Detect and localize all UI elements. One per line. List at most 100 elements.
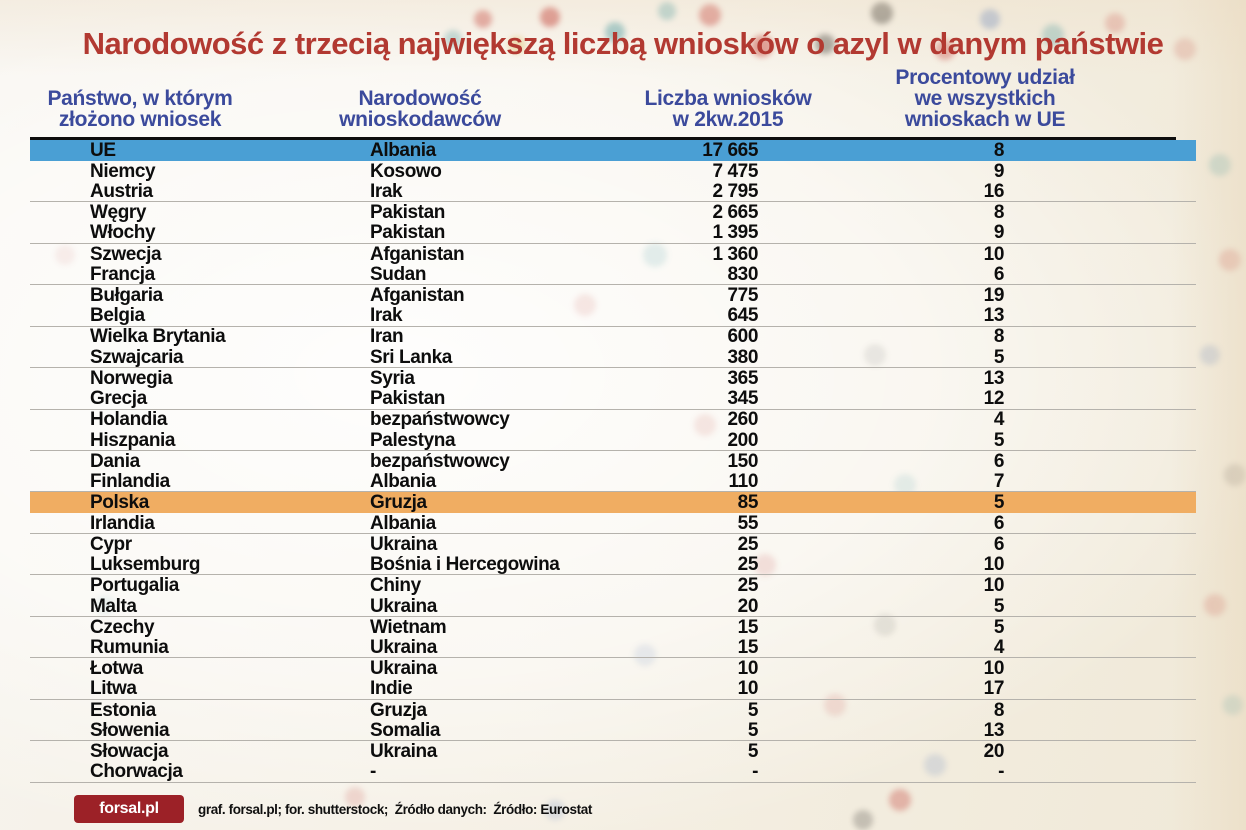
cell-share: 16	[983, 180, 1005, 202]
cell-country: Grecja	[90, 388, 147, 410]
cell-share: 13	[983, 305, 1005, 327]
cell-country: Bułgaria	[90, 285, 163, 306]
cell-count: 1 395	[712, 222, 758, 244]
cell-country: Wielka Brytania	[90, 326, 226, 348]
cell-count: 380	[727, 346, 758, 368]
cell-count: 10	[737, 678, 759, 700]
cell-nationality: Afganistan	[370, 243, 465, 265]
cell-nationality: Ukraina	[370, 741, 437, 763]
table-row: Węgry Pakistan 2 665 8	[30, 202, 1196, 223]
table-row: Austria Irak 2 795 16	[30, 180, 1196, 203]
cell-country: Słowacja	[90, 741, 169, 763]
table-row: Portugalia Chiny 25 10	[30, 575, 1196, 596]
cell-nationality: -	[370, 761, 376, 783]
cell-nationality: bezpaństwowcy	[370, 450, 510, 472]
table-row: Wielka Brytania Iran 600 8	[30, 327, 1196, 348]
table-row: Niemcy Kosowo 7 475 9	[30, 161, 1196, 182]
cell-share: 6	[993, 533, 1005, 555]
cell-count: 345	[727, 388, 758, 410]
cell-country: Łotwa	[90, 658, 143, 680]
table-row: Łotwa Ukraina 10 10	[30, 658, 1196, 679]
cell-nationality: Palestyna	[370, 429, 456, 451]
cell-country: Słowenia	[90, 719, 170, 741]
cell-nationality: Pakistan	[370, 202, 445, 224]
cell-nationality: Irak	[370, 180, 403, 202]
table-row: Dania bezpaństwowcy 150 6	[30, 451, 1196, 472]
cell-country: Czechy	[90, 616, 155, 638]
table-row: Belgia Irak 645 13	[30, 306, 1196, 327]
cell-country: Litwa	[90, 678, 137, 700]
forsal-logo: forsal.pl	[74, 795, 184, 823]
table-row: Cypr Ukraina 25 6	[30, 534, 1196, 555]
cell-nationality: Ukraina	[370, 595, 437, 617]
cell-share: 17	[983, 678, 1005, 700]
cell-nationality: Indie	[370, 678, 413, 700]
cell-country: Finlandia	[90, 471, 170, 493]
cell-count: 5	[747, 719, 759, 741]
cell-share: 6	[993, 450, 1005, 472]
footer: forsal.pl graf. forsal.pl; for. shutters…	[74, 795, 592, 823]
cell-count: 830	[727, 263, 758, 285]
table-row: Holandia bezpaństwowcy 260 4	[30, 410, 1196, 431]
cell-country: Norwegia	[90, 367, 173, 389]
cell-nationality: Afganistan	[370, 285, 465, 306]
cell-count: 260	[727, 409, 758, 431]
cell-country: Polska	[90, 492, 149, 514]
cell-share: 8	[993, 326, 1005, 348]
cell-count: 85	[737, 492, 759, 514]
cell-share: -	[998, 761, 1004, 783]
cell-nationality: Sri Lanka	[370, 346, 452, 368]
table-row: Estonia Gruzja 5 8	[30, 700, 1196, 721]
cell-country: Szwecja	[90, 243, 162, 265]
cell-country: Portugalia	[90, 575, 179, 597]
cell-count: 10	[737, 658, 759, 680]
cell-share: 5	[993, 616, 1005, 638]
cell-count: 600	[727, 326, 758, 348]
cell-nationality: Iran	[370, 326, 404, 348]
cell-count: 25	[737, 533, 759, 555]
cell-count: 25	[737, 554, 759, 576]
cell-share: 8	[993, 699, 1005, 721]
table-row: Czechy Wietnam 15 5	[30, 617, 1196, 638]
cell-country: Cypr	[90, 533, 132, 555]
cell-share: 9	[993, 222, 1005, 244]
cell-country: Luksemburg	[90, 554, 201, 576]
cell-country: Irlandia	[90, 512, 155, 534]
column-header-country: Państwo, w którym złożono wniosek	[47, 87, 233, 131]
cell-count: 7 475	[712, 160, 758, 182]
cell-count: 645	[727, 305, 758, 327]
cell-count: 775	[727, 285, 758, 306]
cell-nationality: Gruzja	[370, 492, 427, 514]
table-row: Norwegia Syria 365 13	[30, 368, 1196, 389]
table-row: Finlandia Albania 110 7	[30, 472, 1196, 493]
table-row: Malta Ukraina 20 5	[30, 596, 1196, 617]
cell-nationality: Syria	[370, 367, 415, 389]
table-row: Polska Gruzja 85 5	[30, 492, 1196, 514]
table-header-row: Państwo, w którym złożono wniosek Narodo…	[30, 58, 1196, 134]
cell-count: 2 795	[712, 180, 758, 202]
table-row: Francja Sudan 830 6	[30, 263, 1196, 286]
cell-country: Hiszpania	[90, 429, 176, 451]
header-divider-line	[30, 137, 1176, 140]
cell-count: 110	[728, 471, 759, 493]
cell-country: Malta	[90, 595, 137, 617]
column-header-share: Procentowy udział we wszystkich wnioskac…	[895, 66, 1075, 131]
cell-share: 13	[983, 367, 1005, 389]
cell-count: 15	[737, 636, 759, 658]
cell-nationality: Ukraina	[370, 533, 437, 555]
cell-nationality: Albania	[370, 512, 436, 534]
cell-share: 10	[983, 243, 1005, 265]
cell-nationality: Wietnam	[370, 616, 447, 638]
cell-country: Rumunia	[90, 636, 169, 658]
cell-share: 20	[983, 741, 1005, 763]
cell-country: Szwajcaria	[90, 346, 184, 368]
cell-nationality: Pakistan	[370, 222, 445, 244]
table-row: Grecja Pakistan 345 12	[30, 389, 1196, 410]
cell-share: 13	[983, 719, 1005, 741]
table-row: Litwa Indie 10 17	[30, 679, 1196, 700]
cell-share: 12	[983, 388, 1005, 410]
cell-count: 15	[737, 616, 759, 638]
table-row: Słowacja Ukraina 5 20	[30, 741, 1196, 762]
cell-share: 6	[993, 263, 1005, 285]
page-title: Narodowość z trzecią największą liczbą w…	[82, 26, 1164, 61]
